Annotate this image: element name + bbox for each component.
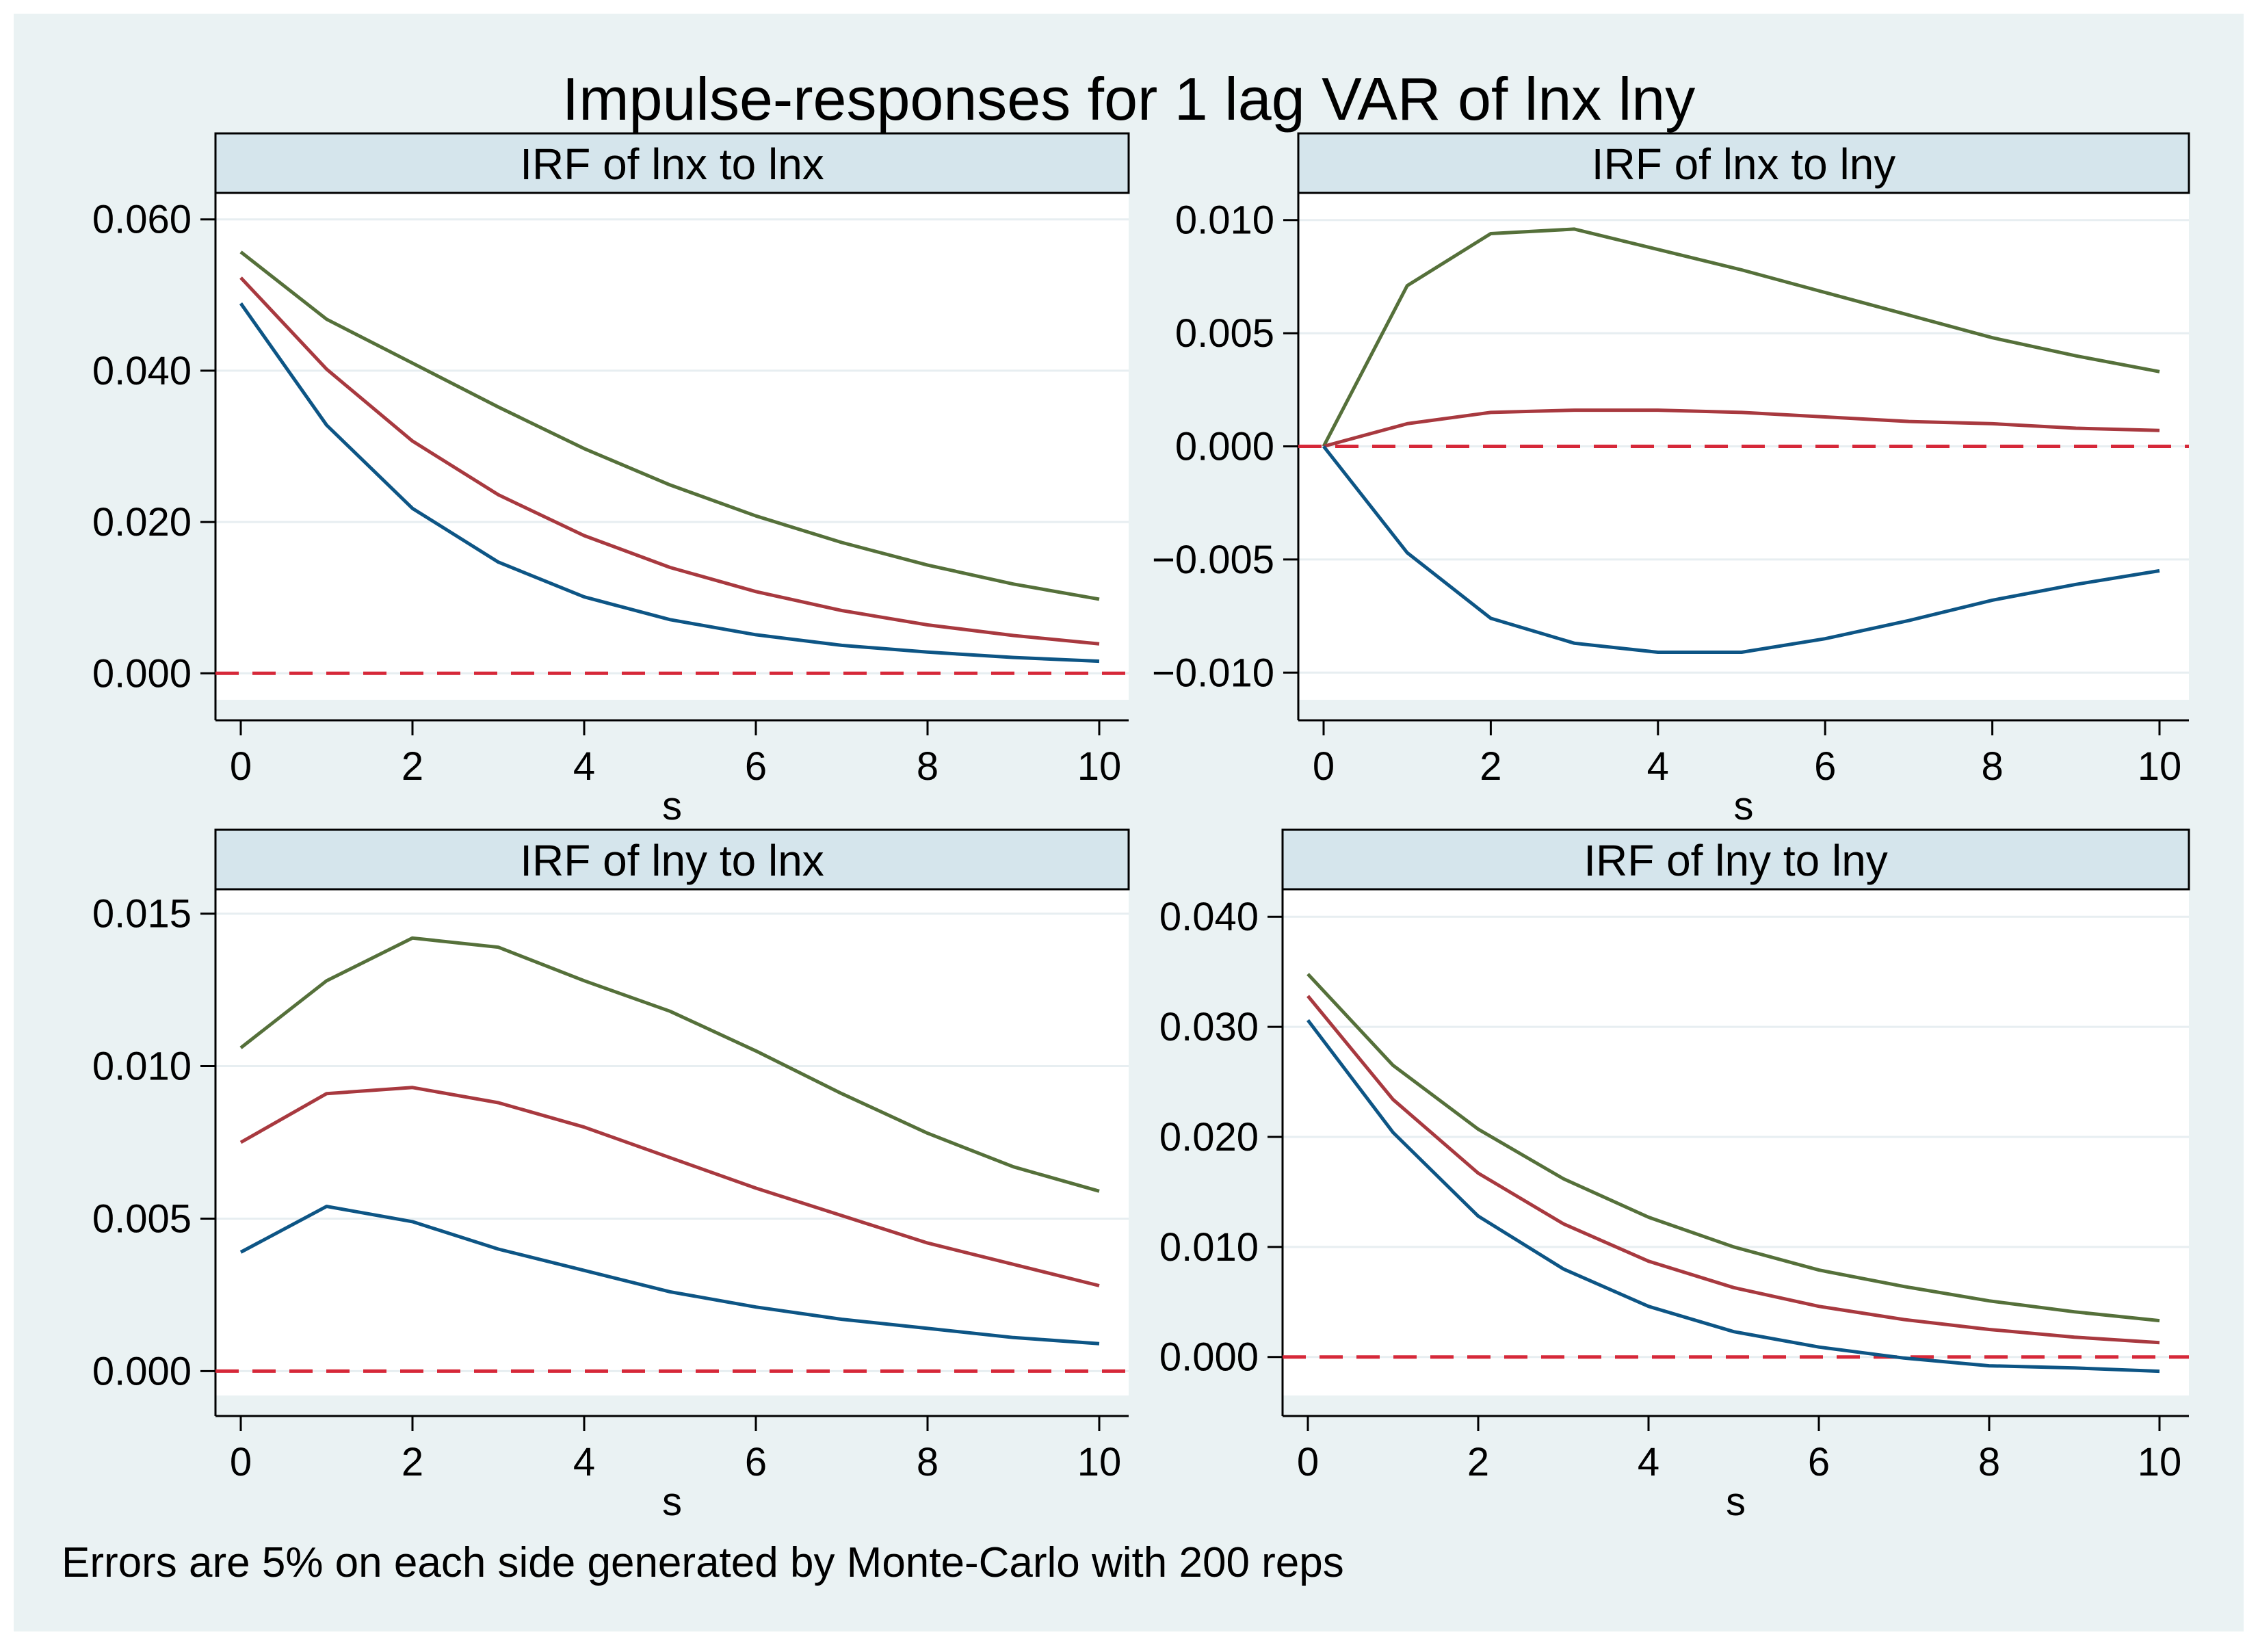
x-tick-label-1-3: 6 <box>745 744 767 789</box>
x-tick-label-3-5: 10 <box>1077 1440 1122 1484</box>
x-tick-label-2-0: 0 <box>1313 744 1335 789</box>
y-tick-label-2-0: −0.010 <box>1152 651 1274 695</box>
panel-header-4 <box>1281 828 2190 891</box>
series-lower-line-4 <box>1307 1019 2160 1374</box>
x-tick-label-3-3: 6 <box>745 1440 767 1484</box>
y-tick-label-4-4: 0.040 <box>1159 895 1259 939</box>
y-tick-label-3-3: 0.015 <box>92 892 192 936</box>
x-tick-label-3-2: 4 <box>573 1440 595 1484</box>
series-irf-line-4 <box>1307 995 2160 1345</box>
x-axis-label-3: s <box>662 1480 682 1524</box>
x-tick-label-4-1: 2 <box>1467 1440 1489 1484</box>
y-tick-label-1-0: 0.000 <box>92 651 192 696</box>
plot-background-1 <box>215 193 1129 700</box>
y-tick-label-4-3: 0.030 <box>1159 1005 1259 1049</box>
y-tick-label-2-1: −0.005 <box>1152 538 1274 582</box>
figure-caption: Errors are 5% on each side generated by … <box>62 1539 1344 1586</box>
x-tick-label-4-0: 0 <box>1297 1440 1319 1484</box>
y-tick-label-3-2: 0.010 <box>92 1045 192 1089</box>
x-tick-label-4-2: 4 <box>1638 1440 1659 1484</box>
series-irf-line-1 <box>239 276 1100 646</box>
y-tick-label-2-3: 0.005 <box>1175 311 1274 356</box>
x-axis-label-2: s <box>1734 784 1754 828</box>
panel-header-2 <box>1297 132 2190 194</box>
panel-header-1 <box>214 132 1130 194</box>
x-tick-label-1-4: 8 <box>917 744 938 789</box>
x-tick-label-1-5: 10 <box>1077 744 1122 789</box>
y-tick-label-3-0: 0.000 <box>92 1349 192 1393</box>
y-tick-label-1-3: 0.060 <box>92 198 192 242</box>
y-tick-label-4-1: 0.010 <box>1159 1225 1259 1270</box>
x-tick-label-3-1: 2 <box>402 1440 423 1484</box>
x-tick-label-2-4: 8 <box>1981 744 2003 789</box>
x-tick-label-2-3: 6 <box>1814 744 1836 789</box>
x-tick-label-4-3: 6 <box>1808 1440 1830 1484</box>
figure-background: Impulse-responses for 1 lag VAR of lnx l… <box>14 14 2244 1631</box>
x-tick-label-3-0: 0 <box>230 1440 252 1484</box>
y-tick-label-4-0: 0.000 <box>1159 1335 1259 1380</box>
series-upper-line-1 <box>239 250 1100 601</box>
x-tick-label-4-5: 10 <box>2138 1440 2182 1484</box>
x-tick-label-2-2: 4 <box>1647 744 1669 789</box>
x-tick-label-1-0: 0 <box>230 744 252 789</box>
series-lower-line-1 <box>239 302 1100 664</box>
y-tick-label-4-2: 0.020 <box>1159 1115 1259 1159</box>
plot-background-3 <box>215 889 1129 1395</box>
panel-title-4: IRF of lny to lny <box>1584 836 1888 885</box>
panel-header-3 <box>214 828 1130 891</box>
panel-title-1: IRF of lnx to lnx <box>520 140 824 189</box>
x-tick-label-2-5: 10 <box>2138 744 2182 789</box>
panel-title-3: IRF of lny to lnx <box>520 836 824 885</box>
x-axis-label-4: s <box>1726 1480 1746 1524</box>
series-lower-line-3 <box>239 1205 1100 1346</box>
x-tick-label-4-4: 8 <box>1978 1440 2000 1484</box>
figure-title: Impulse-responses for 1 lag VAR of lnx l… <box>562 65 1696 133</box>
y-tick-label-1-1: 0.020 <box>92 500 192 545</box>
series-upper-line-3 <box>239 936 1100 1193</box>
series-lower-line-2 <box>1322 445 2160 654</box>
plot-background-4 <box>1283 889 2189 1395</box>
series-irf-line-3 <box>239 1086 1100 1287</box>
series-upper-line-2 <box>1322 227 2160 447</box>
x-tick-label-3-4: 8 <box>917 1440 938 1484</box>
x-tick-label-1-1: 2 <box>402 744 423 789</box>
chart-area: IRF of lnx to lnx 0.000 0.020 0.040 0.060 0 2 4… <box>92 132 2190 1524</box>
series-upper-line-4 <box>1307 973 2160 1323</box>
x-axis-label-1: s <box>662 784 682 828</box>
y-tick-label-3-1: 0.005 <box>92 1196 192 1241</box>
x-tick-label-1-2: 4 <box>573 744 595 789</box>
panel-title-2: IRF of lnx to lny <box>1592 140 1896 189</box>
y-tick-label-2-4: 0.010 <box>1175 198 1274 243</box>
y-tick-label-2-2: 0.000 <box>1175 425 1274 469</box>
series-irf-line-2 <box>1323 408 2160 448</box>
y-tick-label-1-2: 0.040 <box>92 349 192 393</box>
x-tick-label-2-1: 2 <box>1480 744 1501 789</box>
